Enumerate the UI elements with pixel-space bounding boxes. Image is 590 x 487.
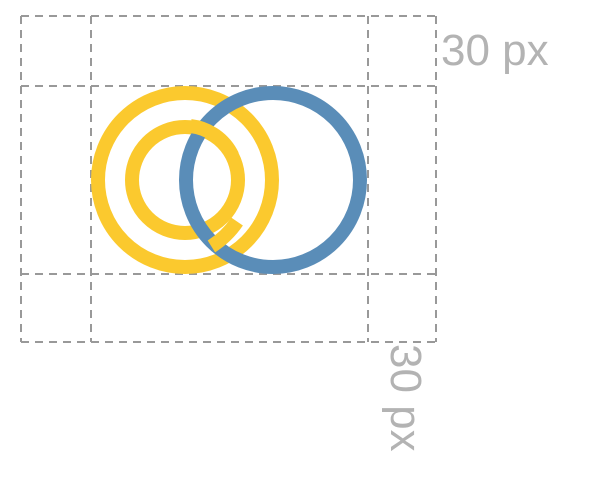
inner-yellow-ring [125, 120, 245, 240]
outer-yellow-ring-overlap [207, 217, 243, 253]
side-spacing-label: 30 px [381, 344, 430, 452]
inner-yellow-ring-overlap [189, 119, 239, 159]
clearspace-guides [20, 15, 437, 343]
top-spacing-label: 30 px [441, 26, 549, 75]
outer-yellow-ring [91, 86, 279, 274]
blue-ring [179, 86, 367, 274]
logo-mark [91, 86, 367, 274]
